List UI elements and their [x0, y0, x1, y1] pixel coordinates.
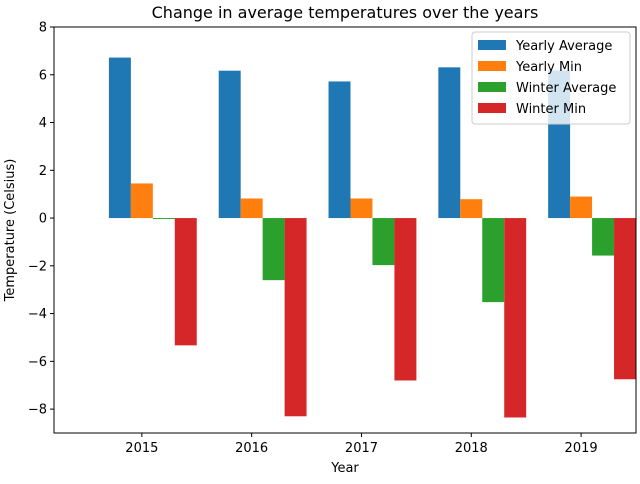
plot-frame [53, 26, 637, 434]
y-tick-label: −6 [28, 355, 47, 370]
legend-swatch [478, 82, 506, 92]
x-tick-label: 2018 [455, 441, 488, 456]
bar-winter-min-2017 [394, 218, 417, 381]
bar-winter-min-2016 [284, 218, 307, 417]
bars-group [108, 57, 636, 418]
legend-label: Yearly Average [515, 39, 612, 54]
x-tick-label: 2019 [565, 441, 598, 456]
y-tick-label: 8 [39, 21, 47, 36]
y-tick-label: −2 [28, 259, 47, 274]
bar-yearly-average-2017 [328, 81, 351, 219]
legend-label: Winter Min [516, 102, 586, 117]
bar-yearly-min-2016 [240, 198, 263, 219]
bar-yearly-average-2018 [438, 67, 461, 219]
bar-winter-average-2018 [482, 218, 505, 303]
legend-box [471, 31, 631, 125]
bar-winter-min-2018 [504, 218, 527, 418]
y-tick-label: −4 [28, 307, 47, 322]
axes-group: 2015 2016 2017 2018 2019 −8 −6 −4 −2 0 2 4 6 8 [28, 21, 637, 456]
bar-winter-min-2015 [174, 218, 197, 346]
y-tick-label: −8 [28, 403, 47, 418]
bar-winter-min-2019 [614, 218, 636, 380]
x-tick-label: 2015 [125, 441, 158, 456]
x-tick-label: 2016 [235, 441, 268, 456]
legend-swatch [478, 103, 506, 113]
bar-winter-average-2015 [152, 218, 175, 220]
bar-yearly-min-2015 [130, 183, 153, 219]
y-tick-label: 2 [39, 164, 47, 179]
y-tick-label: 6 [39, 68, 47, 83]
bar-yearly-min-2019 [570, 196, 593, 219]
legend-label: Yearly Min [515, 60, 582, 75]
x-tick-label: 2017 [345, 441, 378, 456]
bar-winter-average-2016 [262, 218, 285, 281]
y-axis-label: Temperature (Celsius) [3, 159, 18, 303]
bar-yearly-min-2017 [350, 198, 373, 219]
y-tick-label: 4 [39, 116, 47, 131]
y-tick-label: 0 [39, 212, 47, 227]
legend-swatch [478, 61, 506, 71]
bar-yearly-average-2015 [108, 57, 131, 219]
legend-label: Winter Average [516, 81, 616, 96]
legend: Yearly Average Yearly Min Winter Average Wi… [471, 31, 631, 125]
bar-yearly-min-2018 [460, 199, 483, 219]
bar-yearly-average-2016 [218, 70, 241, 219]
bar-winter-average-2019 [592, 218, 615, 256]
legend-swatch [478, 40, 506, 50]
x-axis-label: Year [330, 461, 359, 476]
chart-title: Change in average temperatures over the … [152, 3, 539, 22]
bar-winter-average-2017 [372, 218, 395, 266]
